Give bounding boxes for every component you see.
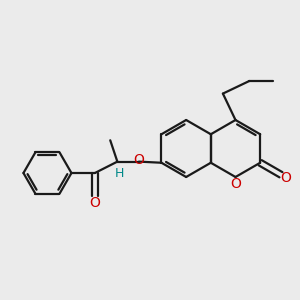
Text: O: O: [133, 153, 144, 167]
Text: O: O: [281, 171, 292, 185]
Text: H: H: [115, 167, 124, 179]
Text: O: O: [89, 196, 100, 210]
Text: O: O: [230, 177, 241, 190]
